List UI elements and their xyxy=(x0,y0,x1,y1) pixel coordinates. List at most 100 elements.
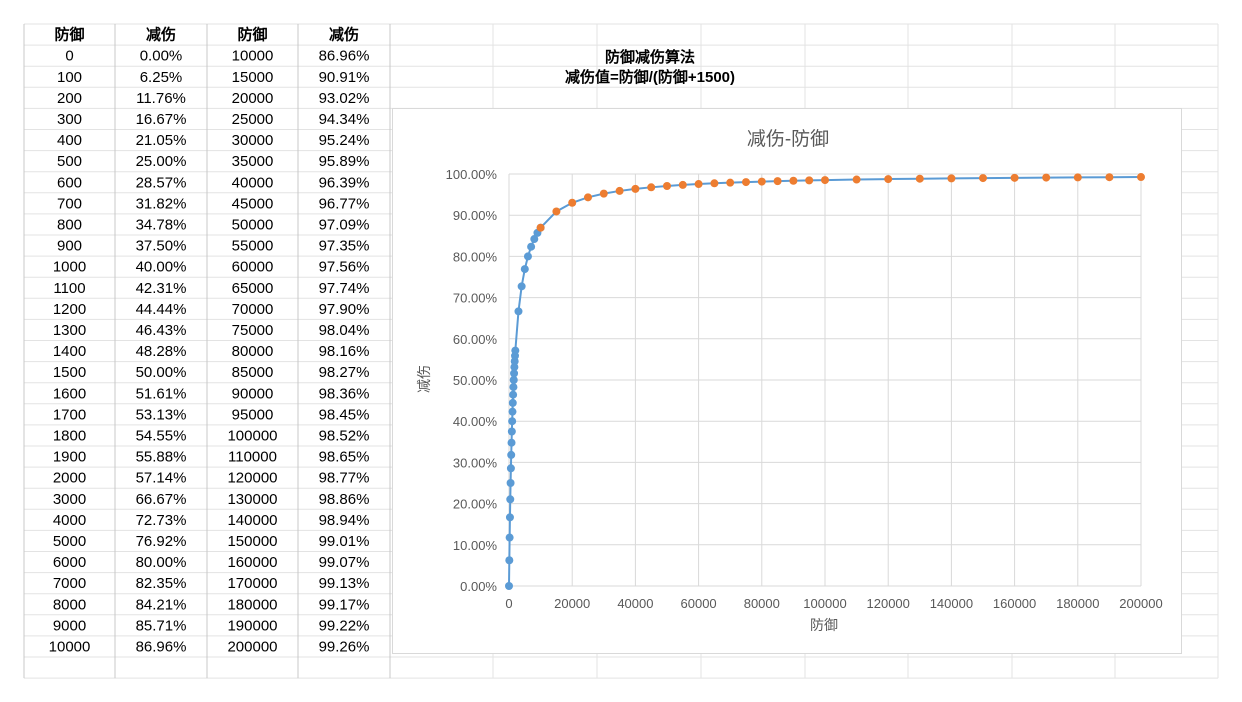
table-cell[interactable]: 100000 xyxy=(227,428,277,445)
table-cell[interactable]: 99.07% xyxy=(319,554,370,571)
data-point-series-1[interactable] xyxy=(509,376,518,384)
data-point-series-1[interactable] xyxy=(530,235,539,244)
table-cell[interactable]: 11.76% xyxy=(136,90,186,107)
data-point-series-1[interactable] xyxy=(508,407,517,416)
table-cell[interactable]: 72.73% xyxy=(136,512,187,529)
data-point-series-2[interactable] xyxy=(1042,173,1051,182)
data-point-series-2[interactable] xyxy=(884,175,893,184)
table-cell[interactable]: 34.78% xyxy=(136,217,187,234)
data-point-series-1[interactable] xyxy=(506,479,515,487)
table-cell[interactable]: 160000 xyxy=(227,554,277,571)
table-cell[interactable]: 55.88% xyxy=(136,449,187,466)
table-cell[interactable]: 95.24% xyxy=(319,132,370,149)
table-cell[interactable]: 140000 xyxy=(227,512,277,529)
data-point-series-2[interactable] xyxy=(1073,173,1082,182)
table-cell[interactable]: 40000 xyxy=(232,174,274,191)
table-cell[interactable]: 2000 xyxy=(53,470,86,487)
table-cell[interactable]: 99.22% xyxy=(319,617,370,634)
table-cell[interactable]: 15000 xyxy=(232,69,274,86)
table-cell[interactable]: 130000 xyxy=(227,491,277,508)
data-point-series-1[interactable] xyxy=(527,242,536,251)
table-header-cell[interactable]: 防御 xyxy=(237,26,267,44)
table-cell[interactable]: 90000 xyxy=(232,385,274,402)
data-point-series-1[interactable] xyxy=(507,450,516,459)
table-cell[interactable]: 28.57% xyxy=(136,174,187,191)
table-cell[interactable]: 1500 xyxy=(53,364,86,381)
table-cell[interactable]: 9000 xyxy=(53,617,86,634)
table-cell[interactable]: 95.89% xyxy=(319,153,370,170)
table-cell[interactable]: 98.94% xyxy=(319,512,370,529)
table-cell[interactable]: 1300 xyxy=(53,322,86,339)
table-cell[interactable]: 70000 xyxy=(232,301,274,318)
data-point-series-1[interactable] xyxy=(517,282,526,291)
table-cell[interactable]: 180000 xyxy=(227,596,277,613)
data-point-series-2[interactable] xyxy=(615,186,624,195)
table-cell[interactable]: 65000 xyxy=(232,280,274,297)
data-point-series-1[interactable] xyxy=(506,464,515,473)
table-cell[interactable]: 84.21% xyxy=(136,596,187,613)
table-cell[interactable]: 48.28% xyxy=(136,343,187,360)
table-cell[interactable]: 35000 xyxy=(232,153,274,170)
data-point-series-2[interactable] xyxy=(663,181,671,190)
table-cell[interactable]: 45000 xyxy=(232,195,274,212)
data-point-series-1[interactable] xyxy=(520,265,529,274)
data-point-series-2[interactable] xyxy=(631,184,640,193)
table-cell[interactable]: 66.67% xyxy=(136,491,187,508)
data-point-series-2[interactable] xyxy=(915,174,924,183)
data-point-series-1[interactable] xyxy=(509,383,518,392)
data-point-series-2[interactable] xyxy=(805,176,814,185)
table-cell[interactable]: 98.77% xyxy=(319,470,370,487)
data-point-series-1[interactable] xyxy=(507,427,516,436)
table-cell[interactable]: 54.55% xyxy=(136,428,187,445)
table-cell[interactable]: 94.34% xyxy=(319,111,370,128)
table-header-cell[interactable]: 防御 xyxy=(54,26,84,44)
data-point-series-2[interactable] xyxy=(773,177,782,186)
table-cell[interactable]: 6000 xyxy=(53,554,86,571)
table-cell[interactable]: 50.00% xyxy=(136,364,187,381)
table-cell[interactable]: 98.86% xyxy=(319,491,370,508)
table-cell[interactable]: 55000 xyxy=(232,238,274,255)
table-cell[interactable]: 80000 xyxy=(232,343,274,360)
table-cell[interactable]: 25000 xyxy=(232,111,274,128)
table-cell[interactable]: 50000 xyxy=(232,217,274,234)
table-cell[interactable]: 200000 xyxy=(227,639,277,656)
table-cell[interactable]: 99.13% xyxy=(319,575,370,592)
table-cell[interactable]: 500 xyxy=(57,153,82,170)
data-point-series-1[interactable] xyxy=(505,582,513,590)
data-point-series-2[interactable] xyxy=(726,178,735,187)
table-cell[interactable]: 0 xyxy=(65,48,73,65)
table-cell[interactable]: 98.27% xyxy=(319,364,370,381)
table-cell[interactable]: 99.17% xyxy=(319,596,370,613)
table-cell[interactable]: 21.05% xyxy=(136,132,187,149)
table-cell[interactable]: 4000 xyxy=(53,512,86,529)
table-cell[interactable]: 40.00% xyxy=(136,259,187,276)
data-point-series-2[interactable] xyxy=(789,176,798,185)
table-cell[interactable]: 98.04% xyxy=(319,322,370,339)
table-cell[interactable]: 86.96% xyxy=(319,48,370,65)
table-cell[interactable]: 16.67% xyxy=(136,111,187,128)
table-cell[interactable]: 120000 xyxy=(227,470,277,487)
table-header-cell[interactable]: 减伤 xyxy=(329,26,359,44)
table-cell[interactable]: 0.00% xyxy=(140,48,183,65)
table-cell[interactable]: 99.01% xyxy=(319,533,370,550)
table-cell[interactable]: 85.71% xyxy=(136,617,187,634)
table-cell[interactable]: 99.26% xyxy=(319,639,370,656)
table-cell[interactable]: 600 xyxy=(57,174,82,191)
table-cell[interactable]: 98.52% xyxy=(319,428,370,445)
table-cell[interactable]: 97.74% xyxy=(319,280,370,297)
data-point-series-1[interactable] xyxy=(505,513,514,522)
table-cell[interactable]: 93.02% xyxy=(319,90,370,107)
data-point-series-1[interactable] xyxy=(511,346,520,355)
data-point-series-1[interactable] xyxy=(510,363,519,372)
data-point-series-2[interactable] xyxy=(821,176,829,185)
data-point-series-2[interactable] xyxy=(1137,173,1145,182)
table-cell[interactable]: 86.96% xyxy=(136,639,187,656)
table-cell[interactable]: 8000 xyxy=(53,596,86,613)
data-point-series-1[interactable] xyxy=(505,556,514,565)
table-cell[interactable]: 98.65% xyxy=(319,449,370,466)
table-cell[interactable]: 90.91% xyxy=(319,69,370,86)
table-cell[interactable]: 53.13% xyxy=(136,406,187,423)
data-point-series-2[interactable] xyxy=(552,207,561,216)
table-cell[interactable]: 85000 xyxy=(232,364,274,381)
table-cell[interactable]: 400 xyxy=(57,132,82,149)
